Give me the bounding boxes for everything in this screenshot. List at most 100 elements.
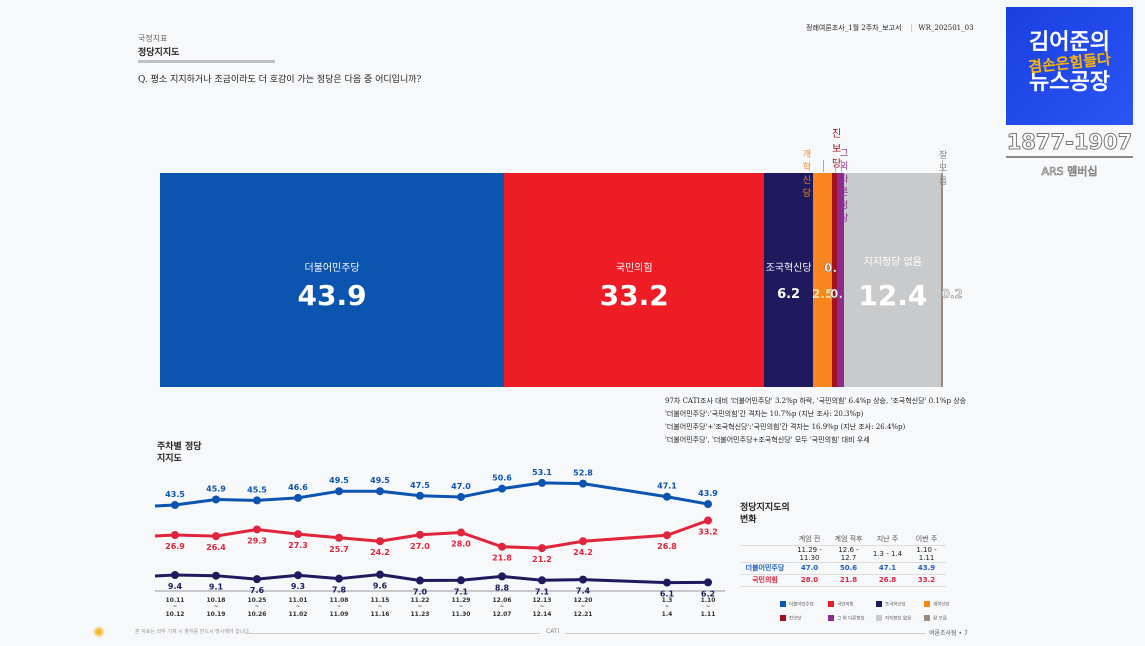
stacked-bar: 더불어민주당 43.9 국민의힘 33.2 조국혁신당 6.2 2.5 0.6 0.9 지지정당 …	[160, 173, 963, 387]
segment-value: 2.5	[812, 287, 834, 301]
report-code: WR_202501_03	[911, 24, 974, 32]
flower-icon: ✺	[93, 625, 105, 641]
data-label: 26.4	[206, 543, 226, 552]
bar-segment: 2.5	[812, 173, 833, 387]
x-tick-label: ~	[296, 604, 300, 610]
legend-swatch	[780, 614, 786, 621]
report-name: 정례여론조사_1월 2주차_보고서	[806, 24, 902, 32]
party: 더불어민주당	[740, 562, 790, 575]
note: 97차 CATI조사 대비 '더불어민주당' 3.2%p 하락, '국민의힘' …	[665, 397, 967, 405]
label-tick	[834, 160, 836, 172]
cell: 47.0	[790, 562, 829, 575]
note: '더불어민주당'+'조국혁신당':'국민의힘'간 격차는 16.9%p (지난 …	[665, 423, 906, 431]
x-tick-label: ~	[665, 604, 669, 610]
data-label: 6.2	[701, 589, 715, 598]
party: 국민의힘	[740, 574, 790, 587]
legend-item: 지지정당 없음	[876, 614, 924, 621]
data-label: 24.2	[573, 548, 593, 557]
data-label: 7.0	[413, 588, 428, 597]
note: '더불어민주당':'국민의힘'간 격차는 10.7%p (지난 조사: 20.3…	[665, 410, 864, 418]
col-header: 계엄 직후	[829, 533, 868, 546]
footer-note: 본 자료는 외부 기재 시 출처를 반드시 명시해야 합니다.	[135, 629, 251, 635]
data-point	[212, 571, 220, 580]
x-tick-label: ~	[173, 604, 177, 610]
period: 1.10 - 1.11	[907, 545, 946, 563]
title-underline	[138, 60, 275, 63]
x-tick-label: ~	[500, 604, 504, 610]
x-tick-label: 11.01	[289, 597, 308, 604]
col-header: 이번 주	[907, 533, 946, 546]
x-tick-label: 1.4	[662, 611, 673, 618]
x-tick-label: 11.30	[452, 611, 471, 618]
data-point	[498, 542, 506, 551]
data-label: 7.1	[454, 587, 469, 596]
table-row: 더불어민주당 47.0 50.6 47.1 43.9	[740, 562, 946, 575]
segment-value: 12.4	[858, 279, 928, 312]
data-point	[335, 533, 343, 542]
data-label: 21.2	[532, 555, 552, 564]
label-tick	[822, 160, 824, 172]
title-line: 변화	[740, 515, 757, 525]
data-point	[294, 571, 302, 580]
data-label: 6.1	[660, 590, 675, 599]
data-point	[171, 571, 179, 579]
section-label: 국정지표	[138, 34, 168, 43]
data-label: 7.6	[250, 586, 265, 595]
x-tick-label: ~	[540, 604, 544, 610]
label-tick	[840, 160, 842, 172]
legend-swatch	[876, 614, 882, 621]
data-point	[171, 501, 179, 509]
x-tick-label: 10.18	[207, 597, 226, 604]
legend-item: 조국혁신당	[876, 601, 924, 608]
x-tick-label: 11.08	[330, 597, 349, 604]
legend-swatch	[828, 601, 834, 607]
segment-value: 6.2	[777, 287, 801, 302]
x-tick-label: 11.09	[330, 611, 349, 618]
data-label: 24.2	[370, 548, 390, 557]
data-label: 49.5	[329, 476, 349, 485]
change-table: 계엄 전 계엄 직후 지난 주 이번 주 11.29 - 11.30 12.6 - 12…	[740, 533, 946, 587]
segment-label: 더불어민주당	[304, 263, 360, 274]
data-label: 47.5	[410, 481, 430, 490]
cell: 47.1	[868, 562, 907, 575]
data-label: 50.6	[492, 474, 512, 483]
cell: 50.6	[829, 562, 868, 575]
x-tick-label: ~	[418, 604, 422, 610]
data-point	[416, 576, 424, 585]
legend-label: 더불어민주당	[789, 602, 814, 608]
legend-item: 진보당	[780, 614, 828, 621]
col-header: 계엄 전	[790, 533, 829, 546]
legend-swatch	[876, 601, 882, 607]
x-tick-label: 10.25	[248, 597, 267, 604]
segment-label: 조국혁신당	[765, 263, 812, 274]
line-chart-title: 주차별 정당지지도	[157, 442, 202, 464]
data-point	[663, 492, 671, 501]
legend-label: 그 외 다른정당	[837, 616, 865, 621]
x-tick-label: 11.22	[411, 597, 430, 604]
legend-swatch	[780, 601, 786, 607]
legend-label: 잘 모름	[933, 616, 947, 621]
legend-swatch	[924, 614, 930, 621]
data-label: 7.8	[332, 586, 347, 595]
data-point	[579, 537, 587, 546]
x-tick-label: 1.3	[662, 597, 673, 604]
cell: 33.2	[907, 574, 946, 587]
x-tick-label: 11.16	[371, 611, 390, 618]
bar-segment: 0.2	[941, 173, 963, 387]
legend-item: 잘 모름	[924, 614, 972, 621]
data-point	[579, 479, 587, 488]
data-point	[457, 528, 465, 537]
x-tick-label: ~	[459, 604, 463, 610]
logo-line3: 뉴스공장	[1029, 70, 1110, 95]
data-point	[416, 491, 424, 500]
cell: 43.9	[907, 562, 946, 575]
data-label: 25.7	[329, 545, 349, 554]
data-point	[212, 495, 220, 504]
data-label: 27.3	[288, 541, 308, 550]
line-chart: 43.5 45.9 45.5 46.6 49.5 49.5 47.5 47.0 50.6 53.1…	[154, 468, 725, 618]
data-point	[579, 575, 587, 584]
x-tick-label: 12.20	[574, 597, 593, 604]
legend-swatch	[828, 614, 834, 621]
logo-line1: 김어준의	[1029, 30, 1110, 55]
data-point	[335, 574, 343, 583]
